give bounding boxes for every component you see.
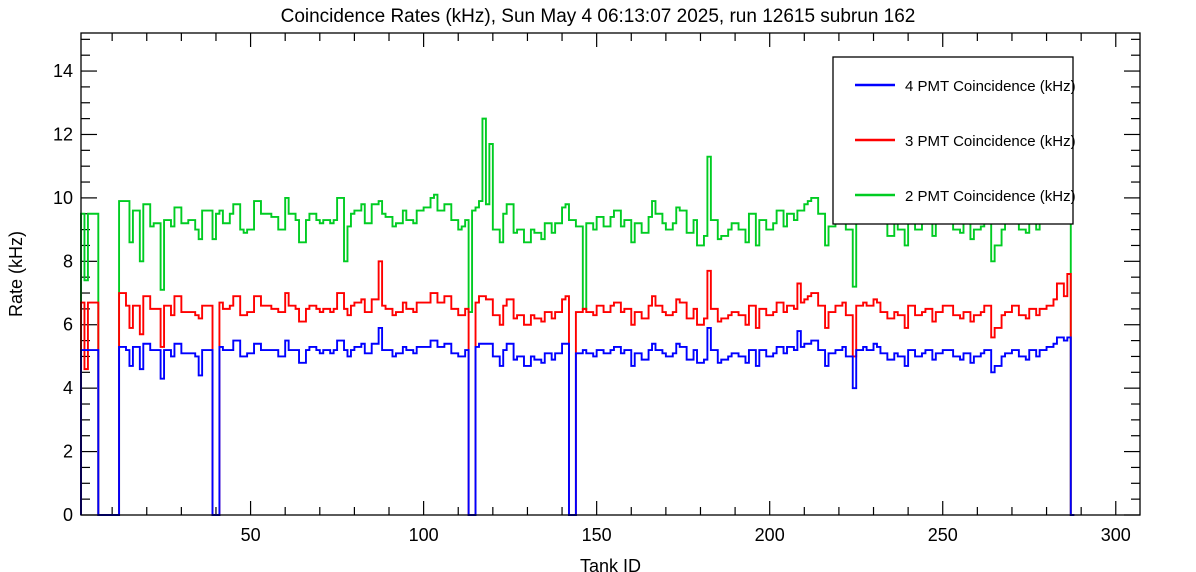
legend-label: 2 PMT Coincidence (kHz) <box>905 188 1076 205</box>
y-axis-title: Rate (kHz) <box>6 231 26 317</box>
x-tick-label: 50 <box>241 525 261 545</box>
x-axis-major-ticks <box>249 33 1117 515</box>
x-axis-title: Tank ID <box>580 556 641 572</box>
plot-frame <box>80 32 1141 516</box>
x-axis-minor-ticks <box>111 33 1082 515</box>
y-tick-label: 4 <box>63 378 73 398</box>
x-tick-label: 300 <box>1101 525 1131 545</box>
y-tick-label: 10 <box>53 188 73 208</box>
series-group <box>80 117 1075 516</box>
series-line <box>80 260 1075 516</box>
x-tick-label: 200 <box>755 525 785 545</box>
y-tick-label: 2 <box>63 442 73 462</box>
y-tick-label: 14 <box>53 61 73 81</box>
page-title: Coincidence Rates (kHz), Sun May 4 06:13… <box>280 6 916 27</box>
y-tick-label: 0 <box>63 505 73 525</box>
x-axis-tick-labels: 50 100 150 200 250 300 <box>241 525 1131 545</box>
x-tick-label: 150 <box>582 525 612 545</box>
y-tick-label: 12 <box>53 124 73 144</box>
series-line <box>80 326 1075 516</box>
series-line <box>80 117 1075 516</box>
y-tick-label: 8 <box>63 251 73 271</box>
y-tick-label: 6 <box>63 315 73 335</box>
x-tick-label: 100 <box>409 525 439 545</box>
legend-label: 3 PMT Coincidence (kHz) <box>905 133 1076 150</box>
legend-label: 4 PMT Coincidence (kHz) <box>905 78 1076 95</box>
y-axis-tick-labels: 0 2 4 6 8 10 12 14 <box>53 61 73 525</box>
x-tick-label: 250 <box>928 525 958 545</box>
y-axis-major-ticks <box>81 70 1140 516</box>
legend[interactable]: 4 PMT Coincidence (kHz) 3 PMT Coincidence… <box>832 56 1076 225</box>
y-axis-minor-ticks <box>81 38 1140 500</box>
